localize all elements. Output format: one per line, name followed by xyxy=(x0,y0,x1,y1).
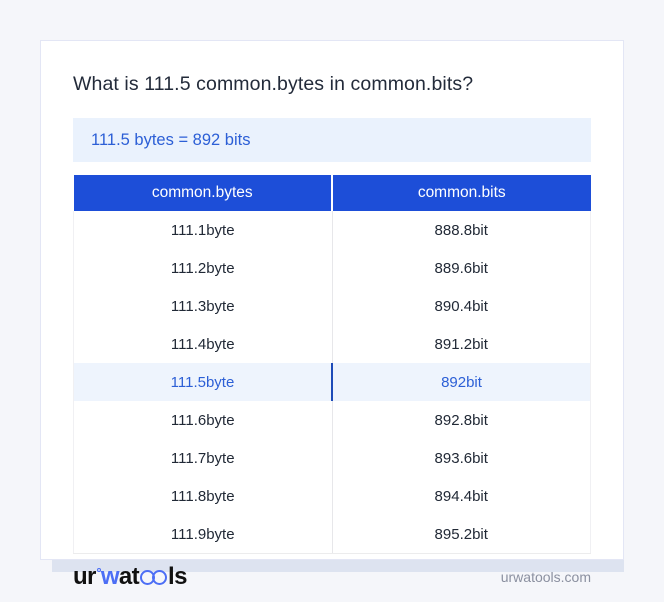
card-footer: ur w at ls urwatools.com xyxy=(73,565,591,589)
conversion-table: common.bytes common.bits 111.1byte 888.8… xyxy=(73,175,591,554)
cell-bytes: 111.9byte xyxy=(73,515,333,554)
cell-bytes: 111.3byte xyxy=(73,287,333,325)
result-banner-text: 111.5 bytes = 892 bits xyxy=(91,130,251,149)
table-body: 111.1byte 888.8bit 111.2byte 889.6bit 11… xyxy=(73,211,591,554)
cell-bytes: 111.7byte xyxy=(73,439,333,477)
converter-card: What is 111.5 common.bytes in common.bit… xyxy=(40,40,624,589)
logo-text-ur: ur xyxy=(73,563,96,590)
cell-bytes: 111.2byte xyxy=(73,249,333,287)
table-header: common.bytes common.bits xyxy=(73,175,591,211)
cell-bits: 888.8bit xyxy=(332,211,591,249)
cell-bits: 891.2bit xyxy=(332,325,591,363)
cell-bits: 895.2bit xyxy=(332,515,591,554)
cell-bytes: 111.6byte xyxy=(73,401,333,439)
table-row-highlighted[interactable]: 111.5byte 892bit xyxy=(73,363,591,401)
column-header-bytes: common.bytes xyxy=(73,175,333,211)
cell-bits: 889.6bit xyxy=(332,249,591,287)
table-row[interactable]: 111.8byte 894.4bit xyxy=(73,477,591,515)
result-banner: 111.5 bytes = 892 bits xyxy=(73,118,591,162)
cell-bits: 892.8bit xyxy=(332,401,591,439)
cell-bytes: 111.4byte xyxy=(73,325,333,363)
footer-domain-text: urwatools.com xyxy=(500,569,591,585)
table-row[interactable]: 111.6byte 892.8bit xyxy=(73,401,591,439)
page-title: What is 111.5 common.bytes in common.bit… xyxy=(73,73,474,95)
urwatools-logo[interactable]: ur w at ls xyxy=(73,565,187,589)
table-row[interactable]: 111.2byte 889.6bit xyxy=(73,249,591,287)
cell-bytes: 111.1byte xyxy=(73,211,333,249)
logo-text-ls: ls xyxy=(168,563,187,590)
cell-bytes: 111.5byte xyxy=(73,363,333,401)
logo-dot-icon xyxy=(96,568,101,572)
table-row[interactable]: 111.9byte 895.2bit xyxy=(73,515,591,554)
logo-double-ring-icon xyxy=(140,570,168,585)
table-row[interactable]: 111.1byte 888.8bit xyxy=(73,211,591,249)
cell-bits: 892bit xyxy=(332,363,591,401)
table-row[interactable]: 111.7byte 893.6bit xyxy=(73,439,591,477)
table-header-row: common.bytes common.bits xyxy=(73,175,591,211)
cell-bits: 893.6bit xyxy=(332,439,591,477)
table-row[interactable]: 111.3byte 890.4bit xyxy=(73,287,591,325)
logo-text-at: at xyxy=(118,563,140,590)
logo-text-w: w xyxy=(100,563,120,590)
table-row[interactable]: 111.4byte 891.2bit xyxy=(73,325,591,363)
cell-bits: 890.4bit xyxy=(332,287,591,325)
logo-ring-second xyxy=(152,570,168,585)
cell-bits: 894.4bit xyxy=(332,477,591,515)
column-header-bits: common.bits xyxy=(332,175,591,211)
cell-bytes: 111.8byte xyxy=(73,477,333,515)
